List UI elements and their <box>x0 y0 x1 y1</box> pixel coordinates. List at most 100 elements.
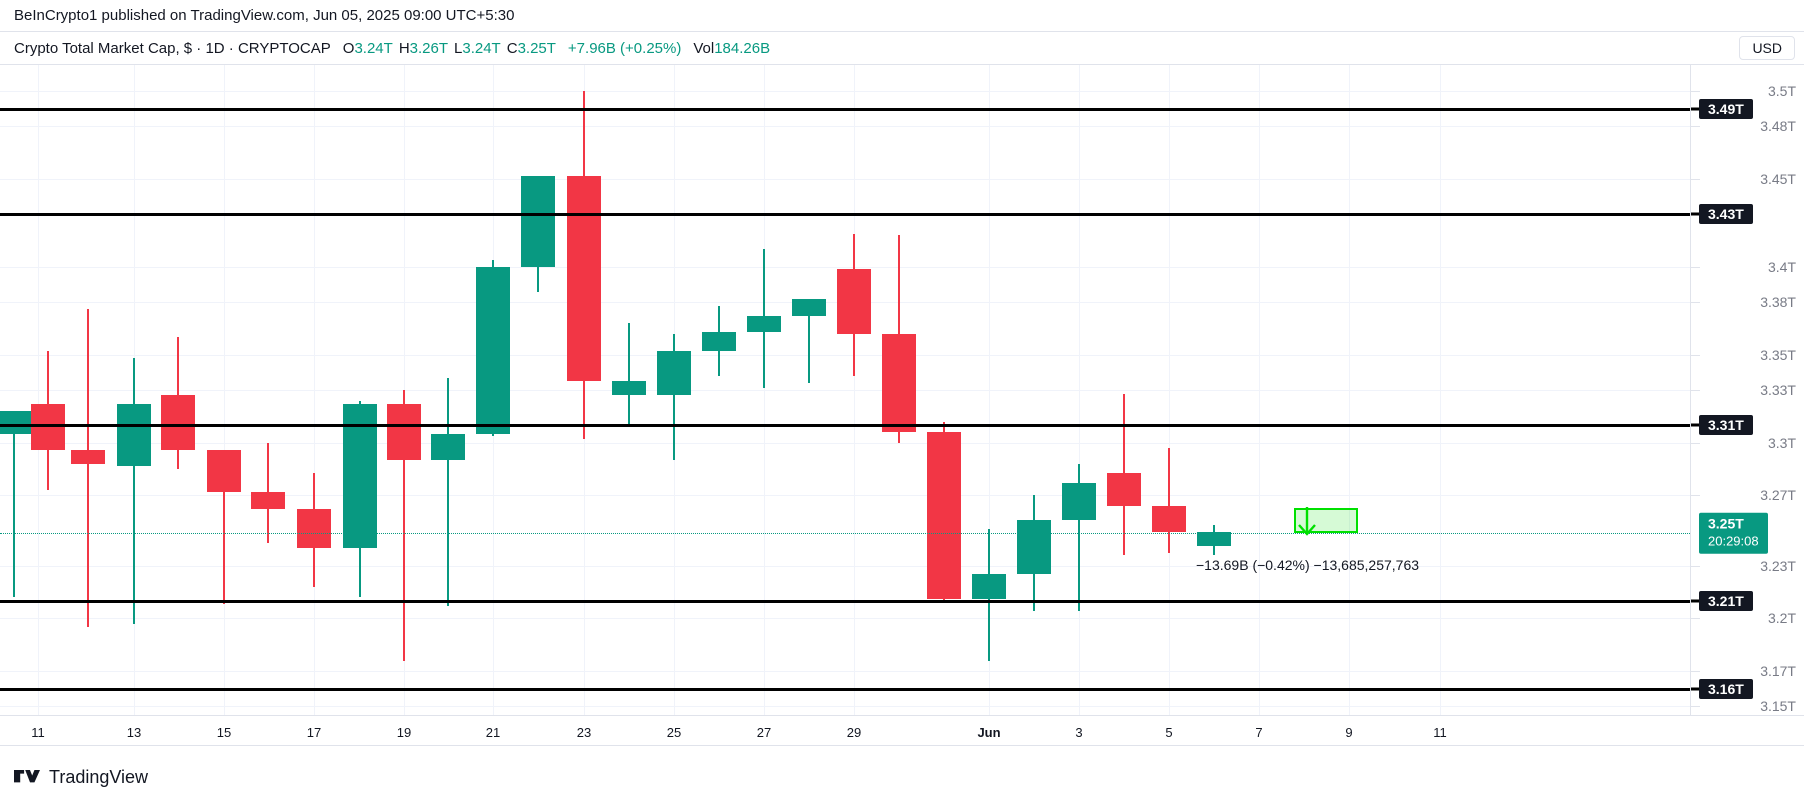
horizontal-price-line[interactable] <box>0 107 1690 111</box>
price-tick-label: 3.15T <box>1760 698 1796 715</box>
price-gridline <box>0 618 1690 620</box>
price-gridline <box>0 267 1690 269</box>
price-tick-dash <box>1691 91 1700 93</box>
last-price-value: 3.25T <box>1708 515 1744 532</box>
candle-wick <box>808 298 810 383</box>
price-tick-dash <box>1691 495 1700 497</box>
candle-wick <box>673 333 675 461</box>
legend-close-label: C <box>506 39 518 57</box>
price-gridline <box>0 126 1690 128</box>
legend-symbol-title[interactable]: Crypto Total Market Cap, $ · 1D · CRYPTO… <box>14 39 331 57</box>
time-tick-label: 11 <box>31 725 45 740</box>
candle-body[interactable] <box>161 395 195 450</box>
tradingview-brand-label: TradingView <box>49 767 149 787</box>
price-gridline <box>0 91 1690 93</box>
price-line-label[interactable]: 3.49T <box>1699 98 1753 119</box>
price-tick-label: 3.5T <box>1767 83 1796 100</box>
horizontal-price-line[interactable] <box>0 599 1690 603</box>
price-tick-label: 3.17T <box>1760 663 1796 680</box>
price-line-label[interactable]: 3.43T <box>1699 204 1753 225</box>
candle-body[interactable] <box>657 351 691 396</box>
candle-body[interactable] <box>297 509 331 549</box>
price-tick-dash <box>1691 706 1700 708</box>
measurement-box[interactable] <box>1294 508 1358 534</box>
candle-body[interactable] <box>567 175 601 382</box>
time-tick-label: 29 <box>846 725 862 740</box>
price-tick-label: 3.33T <box>1760 382 1796 398</box>
candle-wick <box>133 358 135 624</box>
time-gridline <box>38 65 39 715</box>
price-gridline <box>0 495 1690 497</box>
time-tick-label: 5 <box>1165 725 1173 740</box>
candle-body[interactable] <box>702 332 736 352</box>
legend-open-value: 3.24T <box>354 39 393 57</box>
time-tick-label: 9 <box>1345 725 1353 740</box>
price-line-tick <box>1691 599 1701 603</box>
time-tick-label: 23 <box>576 725 592 740</box>
last-price-badge[interactable]: 3.25T 20:29:08 <box>1699 512 1768 554</box>
horizontal-price-line[interactable] <box>0 687 1690 691</box>
time-axis[interactable]: 11 13 15 17 19 21 23 25 27 29 Jun 3 5 7 9 11 <box>0 715 1804 745</box>
price-tick-dash <box>1691 442 1700 444</box>
price-tick-label: 3.23T <box>1760 557 1796 574</box>
candle-body[interactable] <box>612 381 646 396</box>
candle-body[interactable] <box>792 298 826 317</box>
price-line-tick <box>1691 212 1701 216</box>
price-line-tick <box>1691 423 1701 427</box>
price-tick-dash <box>1691 671 1700 673</box>
price-tick-label: 3.45T <box>1760 171 1796 188</box>
time-gridline <box>764 65 765 715</box>
time-gridline <box>1169 65 1170 715</box>
price-line-label[interactable]: 3.21T <box>1699 590 1753 611</box>
time-tick-label: 25 <box>666 725 682 740</box>
candle-body[interactable] <box>972 574 1006 600</box>
tradingview-logo-icon <box>14 769 40 786</box>
price-tick-label: 3.38T <box>1760 294 1796 311</box>
last-price-line <box>0 533 1690 535</box>
candle-body[interactable] <box>1017 520 1051 575</box>
price-tick-dash <box>1691 618 1700 620</box>
candle-body[interactable] <box>882 333 916 433</box>
price-gridline <box>0 565 1690 567</box>
candle-body[interactable] <box>1107 472 1141 506</box>
candle-body[interactable] <box>476 267 510 434</box>
measurement-readout-text: −13.69B (−0.42%) −13,685,257,763 <box>1196 557 1420 574</box>
candle-body[interactable] <box>117 404 151 466</box>
candle-body[interactable] <box>1062 483 1096 520</box>
price-gridline <box>0 706 1690 708</box>
candle-body[interactable] <box>207 449 241 492</box>
candle-body[interactable] <box>927 432 961 600</box>
price-gridline <box>0 354 1690 356</box>
price-plot-area[interactable]: −13.69B (−0.42%) −13,685,257,763 <box>0 65 1690 715</box>
price-axis[interactable]: 3.5T 3.48T 3.45T 3.4T 3.38T 3.35T 3.33T 3.3T 3.2… <box>1690 65 1804 715</box>
time-tick-label: 7 <box>1255 725 1263 740</box>
horizontal-price-line[interactable] <box>0 213 1690 217</box>
candle-body[interactable] <box>431 433 465 461</box>
price-line-label[interactable]: 3.16T <box>1699 678 1753 699</box>
candle-body[interactable] <box>1152 505 1186 533</box>
legend-change: +7.96B (+0.25%) <box>567 39 682 57</box>
candle-body[interactable] <box>343 404 377 549</box>
price-line-label[interactable]: 3.31T <box>1699 415 1753 436</box>
candle-body[interactable] <box>71 449 105 464</box>
chart-container[interactable]: −13.69B (−0.42%) −13,685,257,763 3.5T 3.4… <box>0 65 1804 745</box>
candle-body[interactable] <box>747 316 781 332</box>
time-gridline <box>314 65 315 715</box>
last-price-time: 20:29:08 <box>1708 533 1759 549</box>
candle-wick <box>403 390 405 661</box>
candle-body[interactable] <box>837 268 871 334</box>
currency-badge[interactable]: USD <box>1739 36 1795 60</box>
price-line-tick <box>1691 687 1701 691</box>
candle-wick <box>1168 447 1170 554</box>
candle-body[interactable] <box>251 491 285 510</box>
symbol-legend[interactable]: Crypto Total Market Cap, $ · 1D · CRYPTO… <box>0 40 770 57</box>
legend-low-label: L <box>454 39 463 57</box>
candle-body[interactable] <box>0 411 31 434</box>
price-tick-dash <box>1691 390 1700 391</box>
candle-body[interactable] <box>387 404 421 461</box>
time-gridline <box>1349 65 1350 715</box>
time-gridline <box>854 65 855 715</box>
horizontal-price-line[interactable] <box>0 424 1690 428</box>
candle-body[interactable] <box>521 175 555 268</box>
candle-body[interactable] <box>1197 532 1231 547</box>
